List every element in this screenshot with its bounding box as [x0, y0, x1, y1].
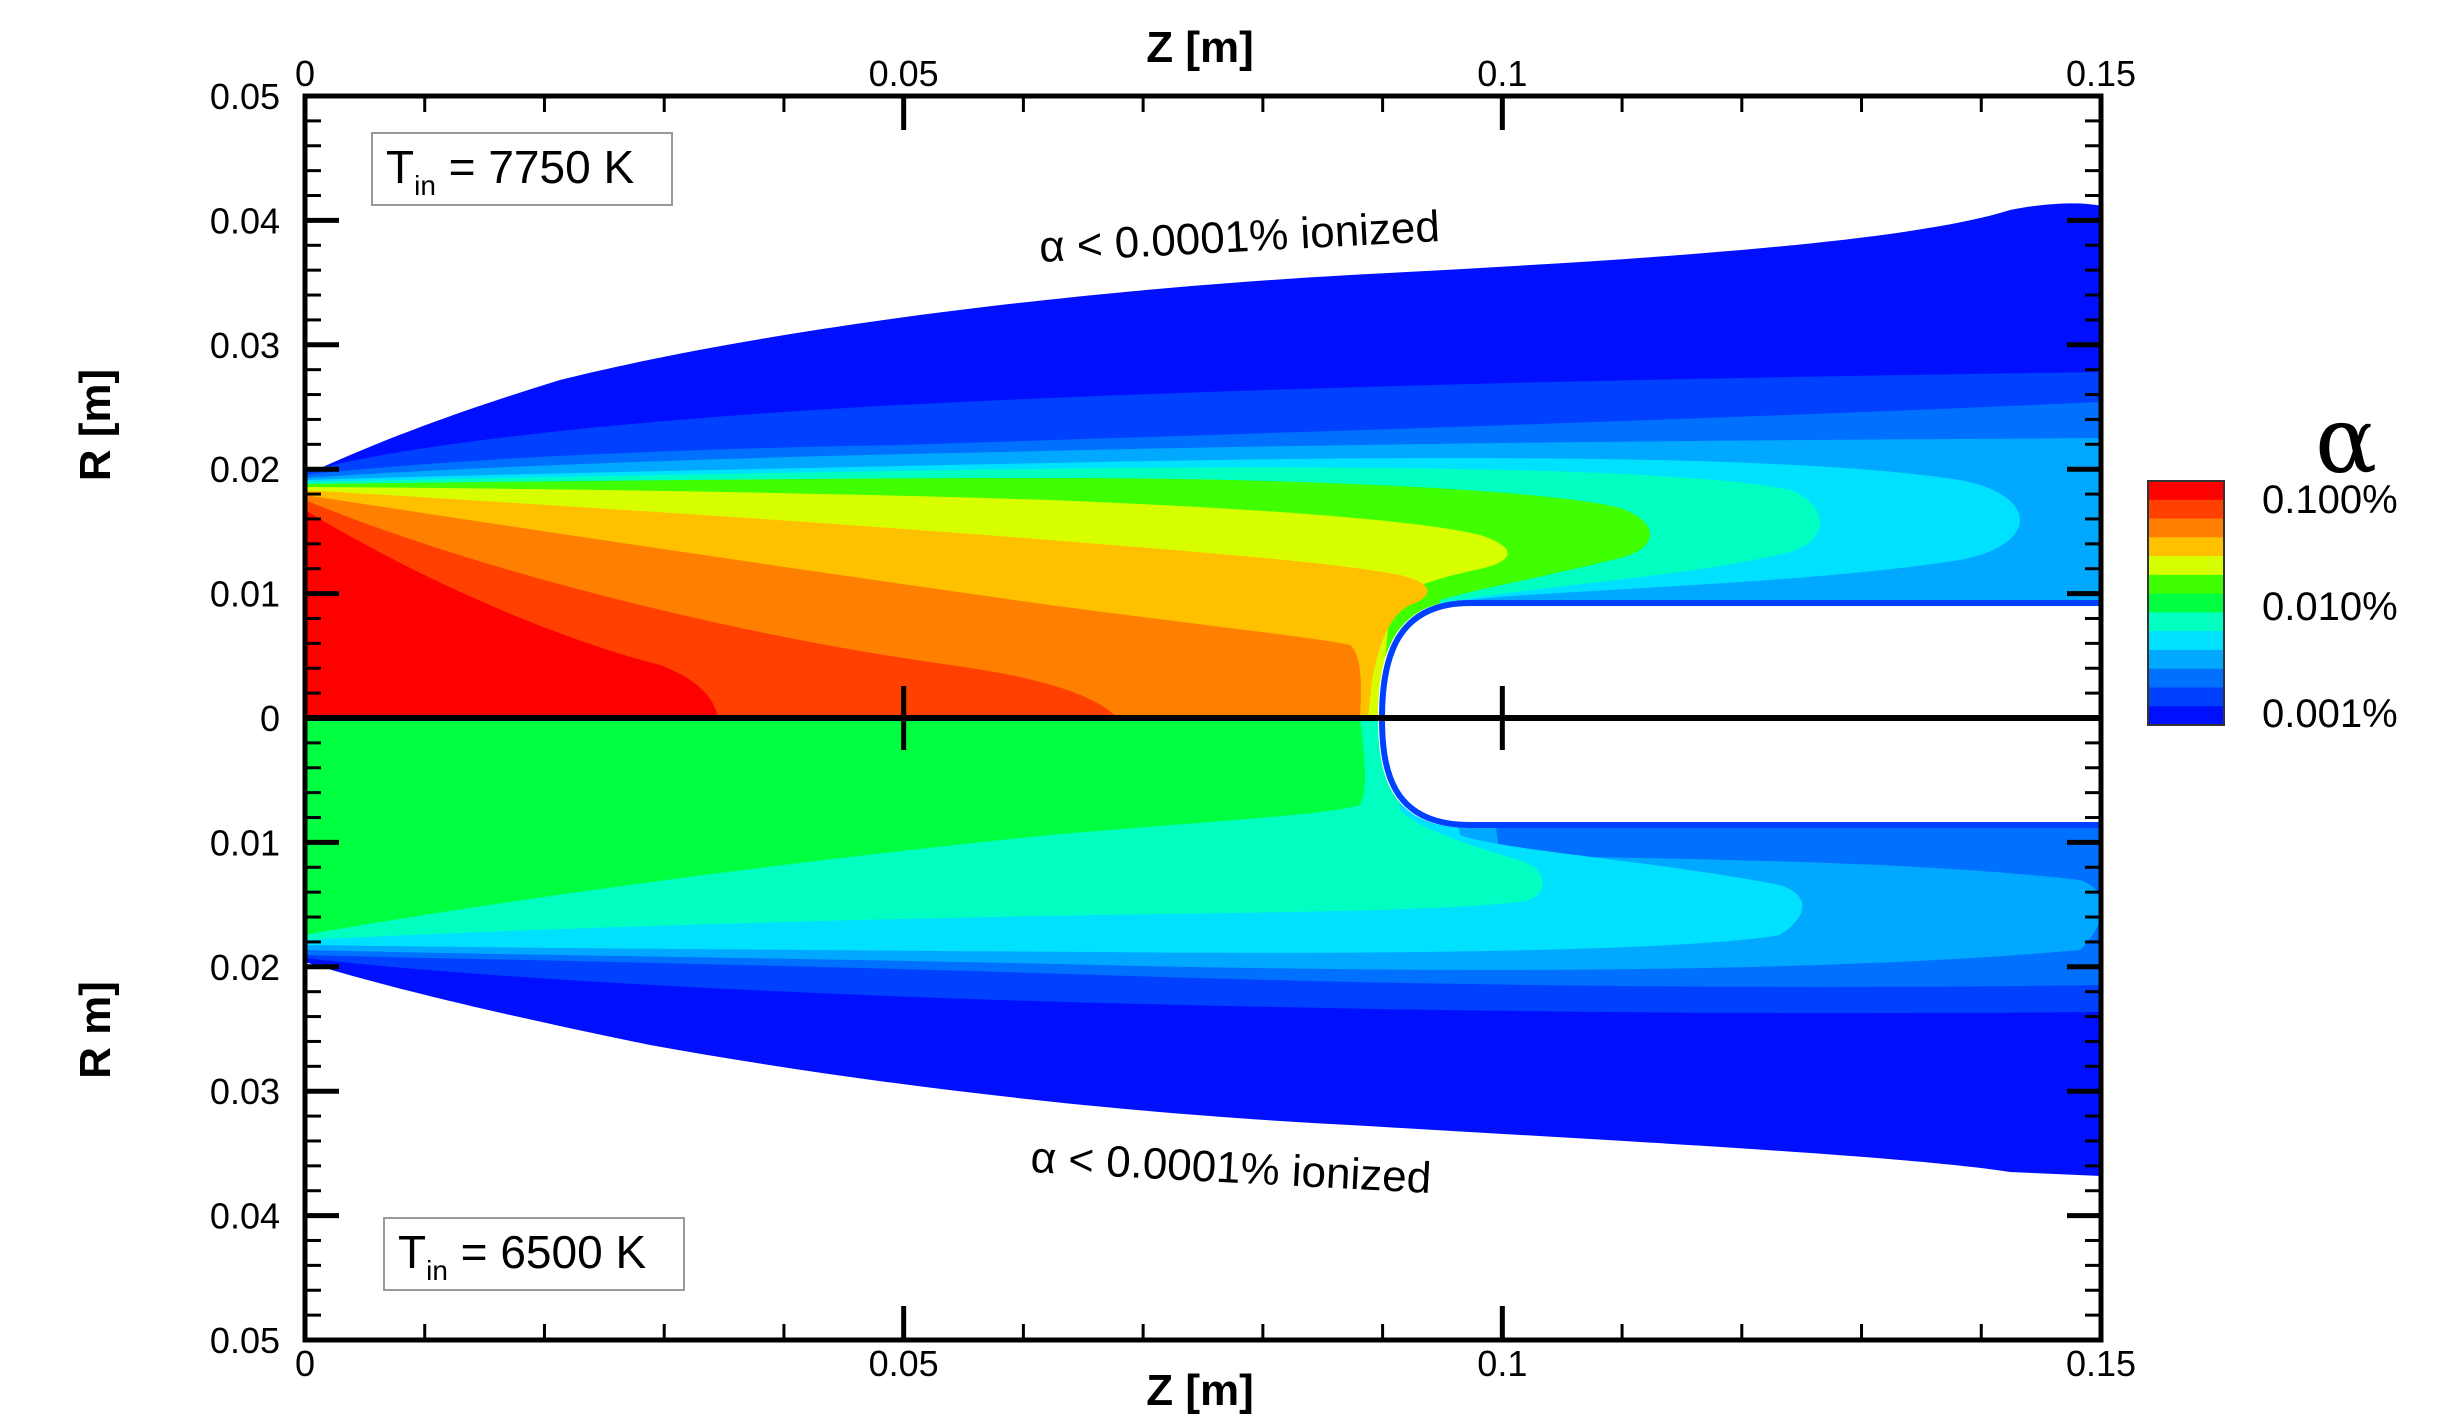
- colorbar-swatch: [2148, 481, 2224, 501]
- top-annotation: α < 0.0001% ionized: [1038, 202, 1441, 272]
- y-tick-label-top: 0.04: [210, 200, 280, 241]
- colorbar-swatch: [2148, 556, 2224, 576]
- colorbar-label-mid: 0.010%: [2262, 585, 2398, 629]
- colorbar-swatch: [2148, 687, 2224, 707]
- y-tick-label-bottom: 0.04: [210, 1196, 280, 1237]
- x-tick-label-bottom: 0.05: [869, 1343, 939, 1384]
- y-tick-label-top: 0: [260, 698, 280, 739]
- colorbar: [2147, 480, 2225, 726]
- y-tick-label-bottom: 0.03: [210, 1071, 280, 1112]
- top-condition-subscript: in: [414, 170, 436, 201]
- y-tick-label-bottom: 0.01: [210, 822, 280, 863]
- bottom-condition-value: = 6500 K: [448, 1226, 647, 1278]
- x-tick-label-bottom: 0: [295, 1343, 315, 1384]
- y-tick-label-bottom: 0.02: [210, 947, 280, 988]
- y-tick-label-top: 0.05: [210, 76, 280, 117]
- bottom-condition-subscript: in: [426, 1255, 448, 1286]
- bottom-condition-symbol: T: [398, 1226, 426, 1278]
- y-tick-label-bottom: 0.05: [210, 1320, 280, 1361]
- y-axis-title-top: R [m]: [71, 369, 120, 481]
- colorbar-swatch: [2148, 537, 2224, 557]
- colorbar-swatch: [2148, 518, 2224, 538]
- colorbar-title: α: [2315, 387, 2377, 494]
- x-axis-title-bottom: Z [m]: [1146, 1366, 1254, 1415]
- colorbar-swatch: [2148, 649, 2224, 670]
- x-tick-label-top: 0.15: [2066, 53, 2136, 94]
- colorbar-swatch: [2148, 706, 2224, 726]
- colorbar-label-low: 0.001%: [2262, 692, 2398, 736]
- x-axis-title-top: Z [m]: [1146, 23, 1254, 72]
- x-tick-label-top: 0.1: [1477, 53, 1527, 94]
- x-tick-label-bottom: 0.1: [1477, 1343, 1527, 1384]
- colorbar-swatch: [2148, 631, 2224, 651]
- colorbar-frame: [2147, 480, 2225, 726]
- probe-edge-bottom: [1379, 717, 2101, 828]
- contour-field: [305, 203, 2101, 1176]
- x-axis-bottom-tick-labels: 0 0.05 0.1 0.15: [295, 1343, 2136, 1384]
- probe-body: [1378, 600, 2101, 828]
- y-tick-label-top: 0.01: [210, 574, 280, 615]
- bottom-panel-contours: [305, 718, 2101, 1176]
- top-condition-symbol: T: [386, 141, 414, 193]
- colorbar-swatch: [2148, 574, 2224, 595]
- x-tick-label-top: 0.05: [869, 53, 939, 94]
- y-axis-top-tick-labels: 0.05 0.04 0.03 0.02 0.01 0: [210, 76, 280, 739]
- bottom-annotation: α < 0.0001% ionized: [1029, 1133, 1432, 1203]
- top-band-red: [305, 510, 718, 718]
- x-axis-top-tick-labels: 0 0.05 0.1 0.15: [295, 53, 2136, 94]
- top-condition-box: Tin = 7750 K: [371, 132, 673, 206]
- top-condition-value: = 7750 K: [436, 141, 635, 193]
- colorbar-swatch: [2148, 499, 2224, 520]
- y-axis-bottom-tick-labels: 0.01 0.02 0.03 0.04 0.05: [210, 822, 280, 1361]
- x-tick-label-bottom: 0.15: [2066, 1343, 2136, 1384]
- x-tick-label-top: 0: [295, 53, 315, 94]
- y-tick-label-top: 0.02: [210, 449, 280, 490]
- colorbar-label-high: 0.100%: [2262, 478, 2398, 522]
- colorbar-swatch: [2148, 593, 2224, 613]
- bottom-condition-box: Tin = 6500 K: [383, 1217, 685, 1291]
- bottom-band-green: [305, 718, 1365, 935]
- y-tick-label-top: 0.03: [210, 325, 280, 366]
- colorbar-swatch: [2148, 612, 2224, 632]
- probe-edge-top: [1379, 600, 2101, 719]
- y-axis-title-bottom: R m]: [71, 981, 120, 1079]
- svg-text:Tin = 7750 K: Tin = 7750 K: [386, 141, 634, 201]
- svg-text:Tin = 6500 K: Tin = 6500 K: [398, 1226, 646, 1286]
- colorbar-swatch: [2148, 668, 2224, 688]
